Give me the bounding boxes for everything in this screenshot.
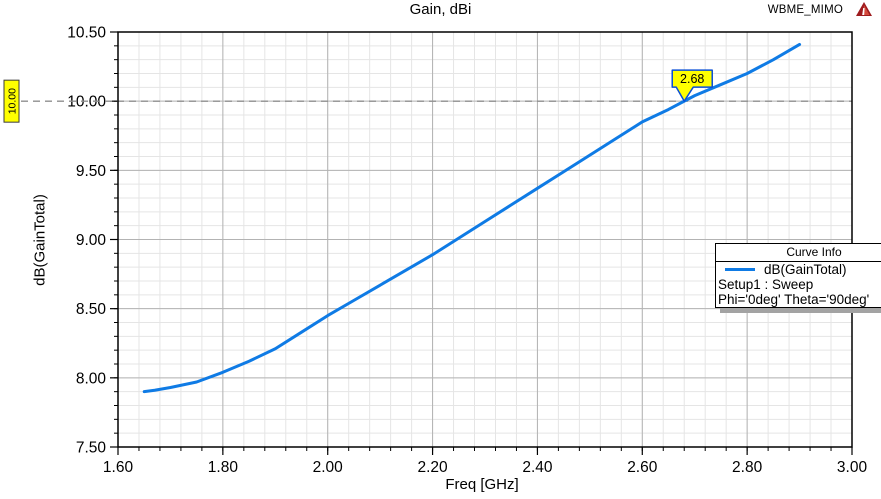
x-tick-label: 1.80 xyxy=(208,459,239,476)
reference-tag[interactable] xyxy=(3,79,20,123)
y-axis-title: dB(GainTotal) xyxy=(31,194,49,286)
legend[interactable]: Curve Info dB(GainTotal) Setup1 : Sweep … xyxy=(715,243,881,308)
x-axis-title: Freq [GHz] xyxy=(445,476,519,493)
x-tick-label: 2.80 xyxy=(732,459,763,476)
x-tick-label: 2.20 xyxy=(417,459,448,476)
y-tick-label: 8.50 xyxy=(76,301,107,318)
y-tick-label: 10.00 xyxy=(67,94,106,111)
marker-label: 2.68 xyxy=(680,72,704,86)
x-tick-label: 2.00 xyxy=(313,459,344,476)
y-tick-label: 10.50 xyxy=(67,25,106,42)
legend-series-row[interactable]: dB(GainTotal) xyxy=(716,262,881,277)
y-tick-label: 9.00 xyxy=(76,232,107,249)
marker-callout[interactable] xyxy=(671,69,713,102)
legend-title: Curve Info xyxy=(786,245,842,259)
x-tick-label: 3.00 xyxy=(837,459,868,476)
project-name: WBME_MIMO xyxy=(767,4,843,16)
x-tick-label: 2.60 xyxy=(627,459,658,476)
x-tick-label: 2.40 xyxy=(522,459,553,476)
series-line-sample-icon xyxy=(725,267,755,271)
x-tick-label: 1.60 xyxy=(103,459,134,476)
legend-detail-line: Phi='0deg' Theta='90deg' xyxy=(718,292,870,307)
chart-title: Gain, dBi xyxy=(409,1,472,18)
y-tick-label: 8.00 xyxy=(76,370,107,387)
ansys-logo-icon xyxy=(856,2,872,16)
reference-tag-label: 10.00 xyxy=(7,88,19,114)
legend-divider xyxy=(716,261,881,262)
y-tick-label: 7.50 xyxy=(76,440,107,457)
plot-border xyxy=(117,31,853,448)
legend-detail-line: Setup1 : Sweep xyxy=(718,277,814,292)
y-tick-label: 9.50 xyxy=(76,163,107,180)
gain-curve[interactable] xyxy=(142,42,802,394)
legend-series-name: dB(GainTotal) xyxy=(764,262,847,277)
